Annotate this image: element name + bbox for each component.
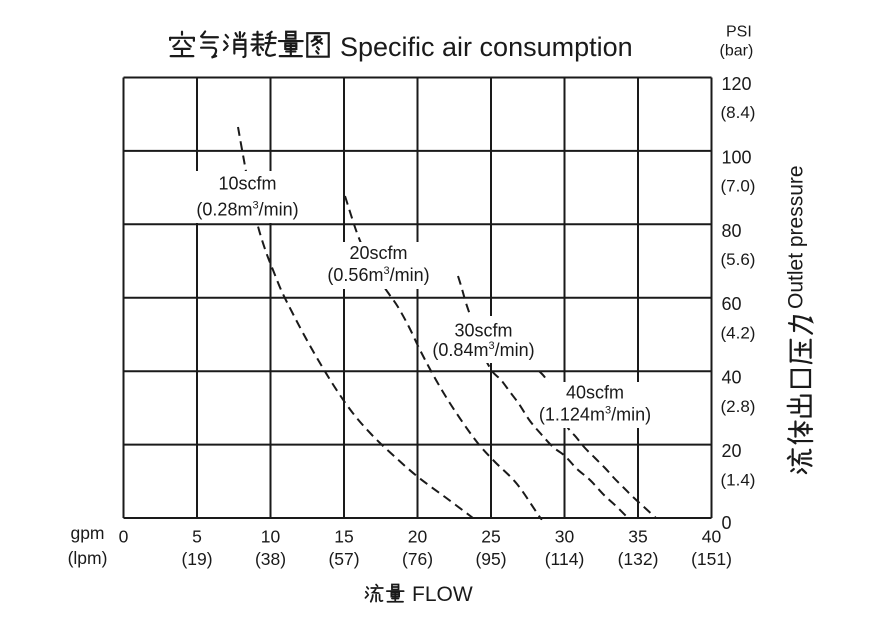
- svg-text:(0.56m3/min): (0.56m3/min): [327, 265, 429, 285]
- svg-text:(132): (132): [618, 549, 659, 569]
- svg-text:(2.8): (2.8): [721, 397, 756, 416]
- svg-text:(95): (95): [475, 549, 506, 569]
- svg-text:Outlet pressure: Outlet pressure: [785, 165, 808, 309]
- svg-text:40: 40: [722, 368, 742, 388]
- svg-text:80: 80: [722, 221, 742, 241]
- svg-text:0: 0: [722, 513, 732, 533]
- svg-text:10: 10: [261, 527, 281, 547]
- svg-text:35: 35: [628, 527, 647, 547]
- svg-text:5: 5: [192, 527, 202, 547]
- svg-text:(5.6): (5.6): [721, 250, 756, 269]
- svg-text:100: 100: [722, 147, 752, 167]
- svg-text:20scfm: 20scfm: [349, 243, 407, 263]
- svg-text:20: 20: [408, 527, 428, 547]
- svg-text:30: 30: [555, 527, 575, 547]
- svg-text:60: 60: [722, 294, 742, 314]
- svg-text:(19): (19): [181, 549, 212, 569]
- svg-text:(7.0): (7.0): [721, 177, 756, 196]
- svg-text:40scfm: 40scfm: [566, 383, 624, 403]
- svg-text:(151): (151): [691, 549, 732, 569]
- svg-text:20: 20: [722, 441, 742, 461]
- svg-text:15: 15: [334, 527, 353, 547]
- svg-text:Specific air consumption: Specific air consumption: [340, 32, 633, 62]
- svg-text:(1.124m3/min): (1.124m3/min): [539, 405, 651, 425]
- svg-text:(lpm): (lpm): [68, 548, 108, 568]
- svg-text:(38): (38): [255, 549, 286, 569]
- svg-text:25: 25: [481, 527, 500, 547]
- svg-text:FLOW: FLOW: [412, 583, 473, 606]
- svg-text:0: 0: [119, 527, 129, 547]
- svg-text:(114): (114): [545, 549, 585, 569]
- svg-text:PSI: PSI: [726, 24, 752, 41]
- svg-text:(8.4): (8.4): [721, 103, 756, 122]
- svg-text:(76): (76): [402, 549, 433, 569]
- svg-text:120: 120: [722, 74, 752, 94]
- svg-text:(0.28m3/min): (0.28m3/min): [196, 200, 298, 220]
- svg-text:(1.4): (1.4): [721, 470, 756, 489]
- svg-text:30scfm: 30scfm: [454, 321, 512, 341]
- svg-text:gpm: gpm: [70, 523, 104, 543]
- svg-text:(4.2): (4.2): [721, 324, 756, 343]
- svg-text:10scfm: 10scfm: [218, 174, 276, 194]
- svg-text:(57): (57): [328, 549, 359, 569]
- svg-text:(bar): (bar): [720, 43, 754, 60]
- svg-text:40: 40: [702, 527, 722, 547]
- svg-text:(0.84m3/min): (0.84m3/min): [432, 340, 534, 360]
